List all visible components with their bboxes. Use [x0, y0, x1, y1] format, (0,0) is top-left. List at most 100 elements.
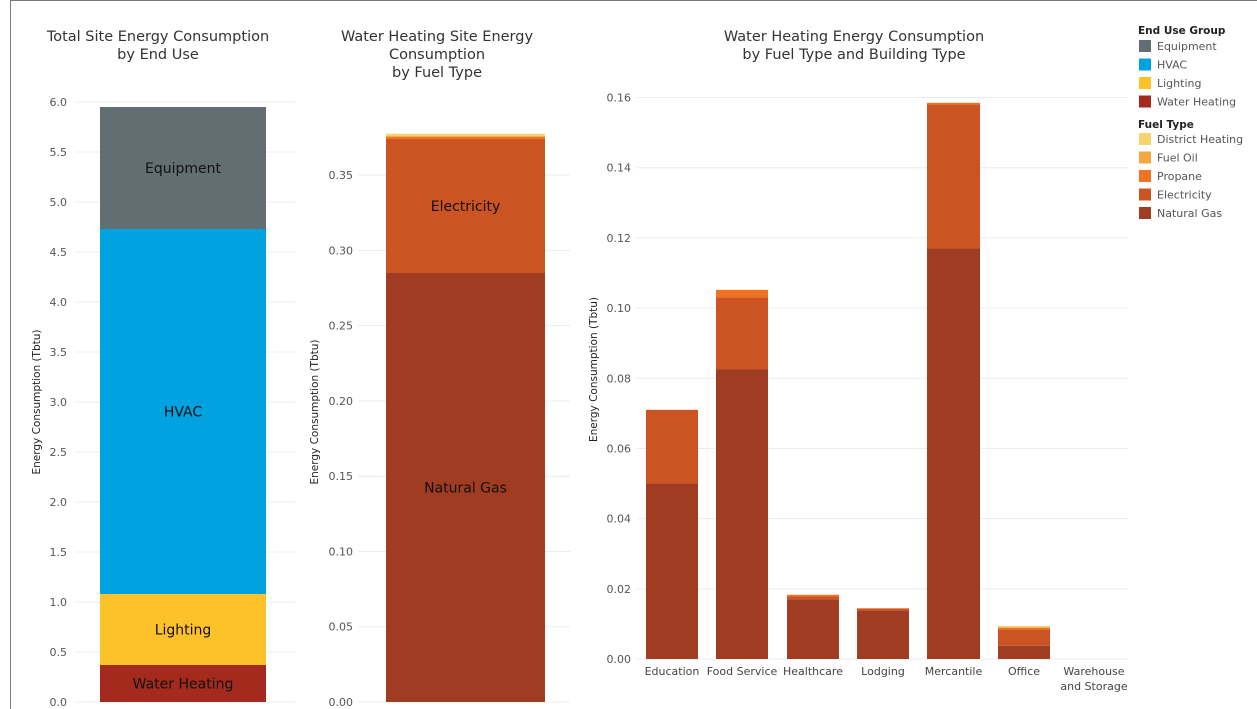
x-tick-label: Healthcare — [783, 665, 843, 678]
y-tick-label: 0.35 — [329, 169, 354, 182]
segment-label: Electricity — [431, 199, 501, 215]
y-tick-label: 0.16 — [607, 92, 632, 105]
bar-segment-electricity — [716, 297, 768, 370]
y-tick-label: 5.0 — [50, 196, 68, 209]
chart-title-0: Total Site Energy Consumption by End Use — [46, 29, 269, 63]
y-tick-label: 2.0 — [50, 496, 68, 509]
bar-segment-district-heating — [386, 133, 545, 137]
legend-swatch — [1139, 207, 1151, 219]
bar-segment-electricity — [927, 104, 980, 249]
x-tick-label-line: Healthcare — [783, 665, 843, 678]
x-tick-label-line: Lodging — [861, 665, 905, 678]
y-tick-label: 0.00 — [329, 696, 354, 709]
segment-label: HVAC — [164, 405, 203, 421]
chart-title-0-line: Total Site Energy Consumption — [46, 29, 269, 45]
legend-title-end-use: End Use Group — [1138, 25, 1226, 37]
bar-segment-electricity — [857, 608, 909, 611]
bar-segment-propane — [857, 608, 909, 609]
x-tick-label: Education — [645, 665, 700, 678]
bar-segment-electricity — [998, 629, 1050, 646]
y-tick-label: 0.0 — [50, 696, 68, 709]
y-tick-label: 0.15 — [329, 470, 354, 483]
y-tick-label: 0.00 — [607, 653, 632, 666]
bar-segment-fuel-oil — [386, 136, 545, 137]
x-tick-label: Office — [1008, 665, 1040, 678]
legend-item-label: Natural Gas — [1157, 207, 1222, 220]
bar-segment-hvac — [100, 229, 266, 594]
y-tick-label: 0.5 — [50, 646, 68, 659]
y-tick-label: 0.25 — [329, 320, 354, 333]
bar-segment-water-heating — [100, 665, 266, 702]
bar-segment-propane — [787, 594, 839, 597]
bar-segment-natural-gas — [998, 645, 1050, 659]
x-tick-label-line: Warehouse — [1063, 665, 1124, 678]
bar-segment-district-heating — [998, 626, 1050, 628]
x-tick-label-line: Food Service — [707, 665, 778, 678]
chart-title-1-line: Water Heating Site Energy — [341, 29, 534, 45]
y-axis-label: Energy Consumption (Tbtu) — [31, 329, 43, 474]
bar-segment-natural-gas — [787, 599, 839, 659]
x-tick-label-line: Office — [1008, 665, 1040, 678]
y-tick-label: 4.0 — [50, 296, 68, 309]
legend-item-label: Water Heating — [1157, 96, 1236, 109]
bar-segment-natural-gas — [857, 610, 909, 659]
y-axis-label: Energy Consumption (Tbtu) — [588, 297, 600, 442]
x-tick-label: Food Service — [707, 665, 778, 678]
x-tick-label: Lodging — [861, 665, 905, 678]
legend-swatch — [1139, 133, 1151, 145]
y-tick-label: 0.10 — [607, 302, 632, 315]
legend-item-label: Fuel Oil — [1157, 152, 1198, 165]
y-tick-label: 1.5 — [50, 546, 68, 559]
legend-item-label: Propane — [1157, 170, 1202, 183]
segment-label: Natural Gas — [424, 481, 507, 497]
y-tick-label: 0.06 — [607, 442, 632, 455]
x-tick-label-line: Education — [645, 665, 700, 678]
bar-segment-equipment — [100, 107, 266, 229]
chart-title-0-line: by End Use — [117, 47, 199, 63]
bar-segment-propane — [386, 136, 545, 140]
y-tick-label: 0.30 — [329, 244, 354, 257]
bar-segment-natural-gas — [927, 248, 980, 659]
legend-swatch — [1139, 58, 1151, 71]
chart-title-2-line: by Fuel Type and Building Type — [742, 47, 965, 63]
bar-segment-electricity — [646, 409, 698, 484]
segment-label: Lighting — [155, 623, 212, 639]
x-tick-label: Mercantile — [925, 665, 983, 678]
legend-swatch — [1139, 95, 1151, 108]
segment-label: Water Heating — [133, 677, 234, 693]
y-tick-label: 3.0 — [50, 396, 68, 409]
bar-segment-fuel-oil — [998, 627, 1050, 628]
x-tick-label: Warehouse and Storage — [1060, 665, 1127, 693]
y-tick-label: 0.05 — [329, 621, 354, 634]
bar-segment-propane — [998, 627, 1050, 630]
y-tick-label: 0.10 — [329, 545, 354, 558]
legend-item-label: District Heating — [1157, 133, 1243, 146]
bar-segment-natural-gas — [646, 483, 698, 659]
legend-swatch — [1139, 151, 1151, 164]
x-tick-label-line: Mercantile — [925, 665, 983, 678]
y-tick-label: 4.5 — [50, 246, 68, 259]
y-axis-label: Energy Consumption (Tbtu) — [309, 339, 321, 484]
y-tick-label: 0.14 — [607, 162, 632, 175]
dashboard-frame — [10, 0, 1257, 709]
chart-title-2-line: Water Heating Energy Consumption — [724, 29, 984, 45]
bar-segment-electricity — [787, 596, 839, 600]
chart-title-1-line: Consumption — [389, 47, 485, 63]
y-tick-label: 0.20 — [329, 395, 354, 408]
bar-segment-natural-gas — [716, 369, 768, 659]
segment-label: Equipment — [145, 161, 222, 177]
y-tick-label: 0.04 — [607, 513, 632, 526]
y-tick-label: 0.02 — [607, 583, 632, 596]
chart-title-2: Water Heating Energy Consumption by Fuel … — [724, 29, 984, 63]
legend-item-label: Lighting — [1157, 77, 1201, 90]
legend-swatch — [1139, 170, 1151, 182]
y-tick-label: 0.08 — [607, 372, 632, 385]
bar-segment-propane — [716, 289, 768, 298]
bar-segment-natural-gas — [386, 273, 545, 702]
y-tick-label: 5.5 — [50, 146, 68, 159]
chart-title-1: Water Heating Site Energy Consumption by F… — [341, 29, 534, 81]
legend-swatch — [1139, 40, 1151, 52]
y-tick-label: 6.0 — [50, 96, 68, 109]
y-tick-label: 1.0 — [50, 596, 68, 609]
